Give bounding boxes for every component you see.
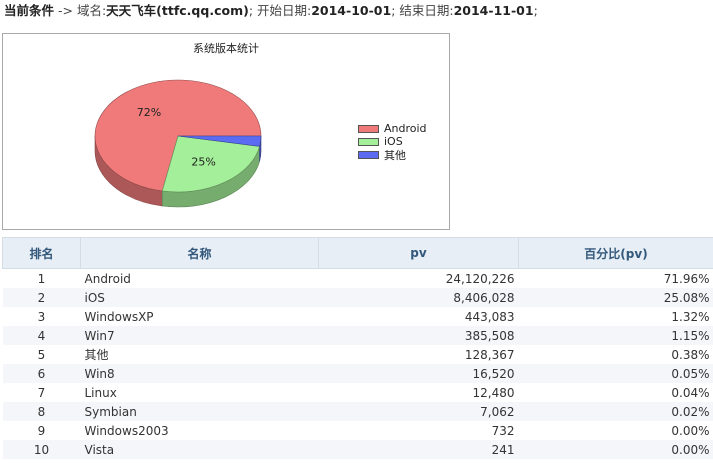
legend-item: Android [358,122,427,135]
pie-slice-label: 72% [137,106,161,119]
name-cell: WindowsXP [84,309,154,324]
percent-cell: 71.96% [663,271,710,286]
legend-label: iOS [384,135,403,148]
table-row: 10 Vista 241 0.00% [2,440,713,459]
table-row: 6 Win8 16,520 0.05% [2,364,713,383]
legend-item: iOS [358,135,427,148]
rank-cell: 3 [37,309,46,324]
rank-cell: 8 [2,402,81,421]
rank-cell: 1 [37,271,46,286]
chart-legend: Android iOS 其他 [358,122,427,162]
legend-swatch [358,124,379,133]
table-row: 2 iOS 8,406,028 25.08% [2,288,713,307]
conditions-label: 当前条件 [4,3,55,18]
pv-cell: 8,406,028 [318,288,519,307]
chart-title: 系统版本统计 [193,42,259,55]
table-row: 3 WindowsXP 443,083 1.32% [3,307,713,326]
filter-conditions: 当前条件 -> 域名:天天飞车(ttfc.qq.com); 开始日期:2014-… [4,3,538,19]
legend-swatch [358,137,379,146]
pv-cell: 7,062 [318,402,519,421]
domain-label: 域名: [76,3,107,18]
pie-slice [161,135,260,193]
separator: ; [533,3,538,18]
pv-cell: 241 [318,440,519,459]
table-header-row: 排名 名称 pv 百分比(pv) [2,237,713,269]
table-row: 5 其他 128,367 0.38% [3,345,713,364]
start-date-value: 2014-10-01 [311,3,392,18]
rank-cell: 5 [37,347,46,362]
separator: ; [391,3,400,18]
table-row: 8 Symbian 7,062 0.02% [2,402,713,421]
stats-table: 排名 名称 pv 百分比(pv) 1 Android 24,120,226 71.96… [2,237,713,459]
percent-cell: 0.38% [671,347,710,362]
table-row: 4 Win7 385,508 1.15% [2,326,713,345]
name-cell: Vista [80,440,319,459]
legend-label: Android [384,122,427,135]
rank-cell: 7 [37,385,46,400]
percent-cell: 0.00% [671,423,710,438]
pie-chart: 72% 25% [94,79,262,208]
conditions-arrow: -> [54,3,77,18]
legend-swatch [358,150,379,159]
name-cell: 其他 [84,348,109,362]
percent-cell: 0.05% [518,364,713,383]
percent-cell: 25.08% [518,288,713,307]
table-row: 7 Linux 12,480 0.04% [3,383,713,402]
name-cell: Symbian [80,402,319,421]
pv-cell: 16,520 [318,364,519,383]
percent-cell: 1.32% [671,309,710,324]
rank-cell: 10 [2,440,81,459]
domain-value: 天天飞车(ttfc.qq.com) [106,3,249,18]
percent-cell: 0.04% [671,385,710,400]
separator: ; [248,3,257,18]
legend-label: 其他 [384,148,406,162]
rank-cell: 6 [2,364,81,383]
rank-cell: 2 [2,288,81,307]
table-row: 1 Android 24,120,226 71.96% [3,269,713,289]
name-cell: iOS [80,288,319,307]
legend-item: 其他 [358,148,427,162]
pv-cell: 385,508 [318,326,519,345]
name-cell: Win8 [80,364,319,383]
pie-slice [177,135,262,147]
pv-cell: 12,480 [472,385,515,400]
pv-cell: 443,083 [464,309,515,324]
pv-cell: 732 [491,423,515,438]
pie-slice-label: 25% [191,155,215,168]
name-cell: Win7 [80,326,319,345]
rank-cell: 9 [37,423,46,438]
pv-cell: 24,120,226 [445,271,515,286]
name-cell: Windows2003 [84,423,169,438]
pie-chart-panel: 系统版本统计 72% 25% Android iOS 其他 [2,33,450,230]
start-date-label: 开始日期: [257,3,312,18]
pv-cell: 128,367 [464,347,515,362]
name-cell: Android [84,271,131,286]
rank-cell: 4 [2,326,81,345]
name-cell: Linux [84,385,117,400]
end-date-label: 结束日期: [399,3,454,18]
percent-cell: 0.02% [518,402,713,421]
end-date-value: 2014-11-01 [453,3,534,18]
pie-slice [94,79,262,192]
percent-cell: 1.15% [518,326,713,345]
header-percent[interactable]: 百分比(pv) [518,237,713,269]
header-rank[interactable]: 排名 [2,237,81,269]
header-pv[interactable]: pv [318,237,519,269]
table-row: 9 Windows2003 732 0.00% [3,421,713,440]
header-name[interactable]: 名称 [80,237,319,269]
percent-cell: 0.00% [518,440,713,459]
